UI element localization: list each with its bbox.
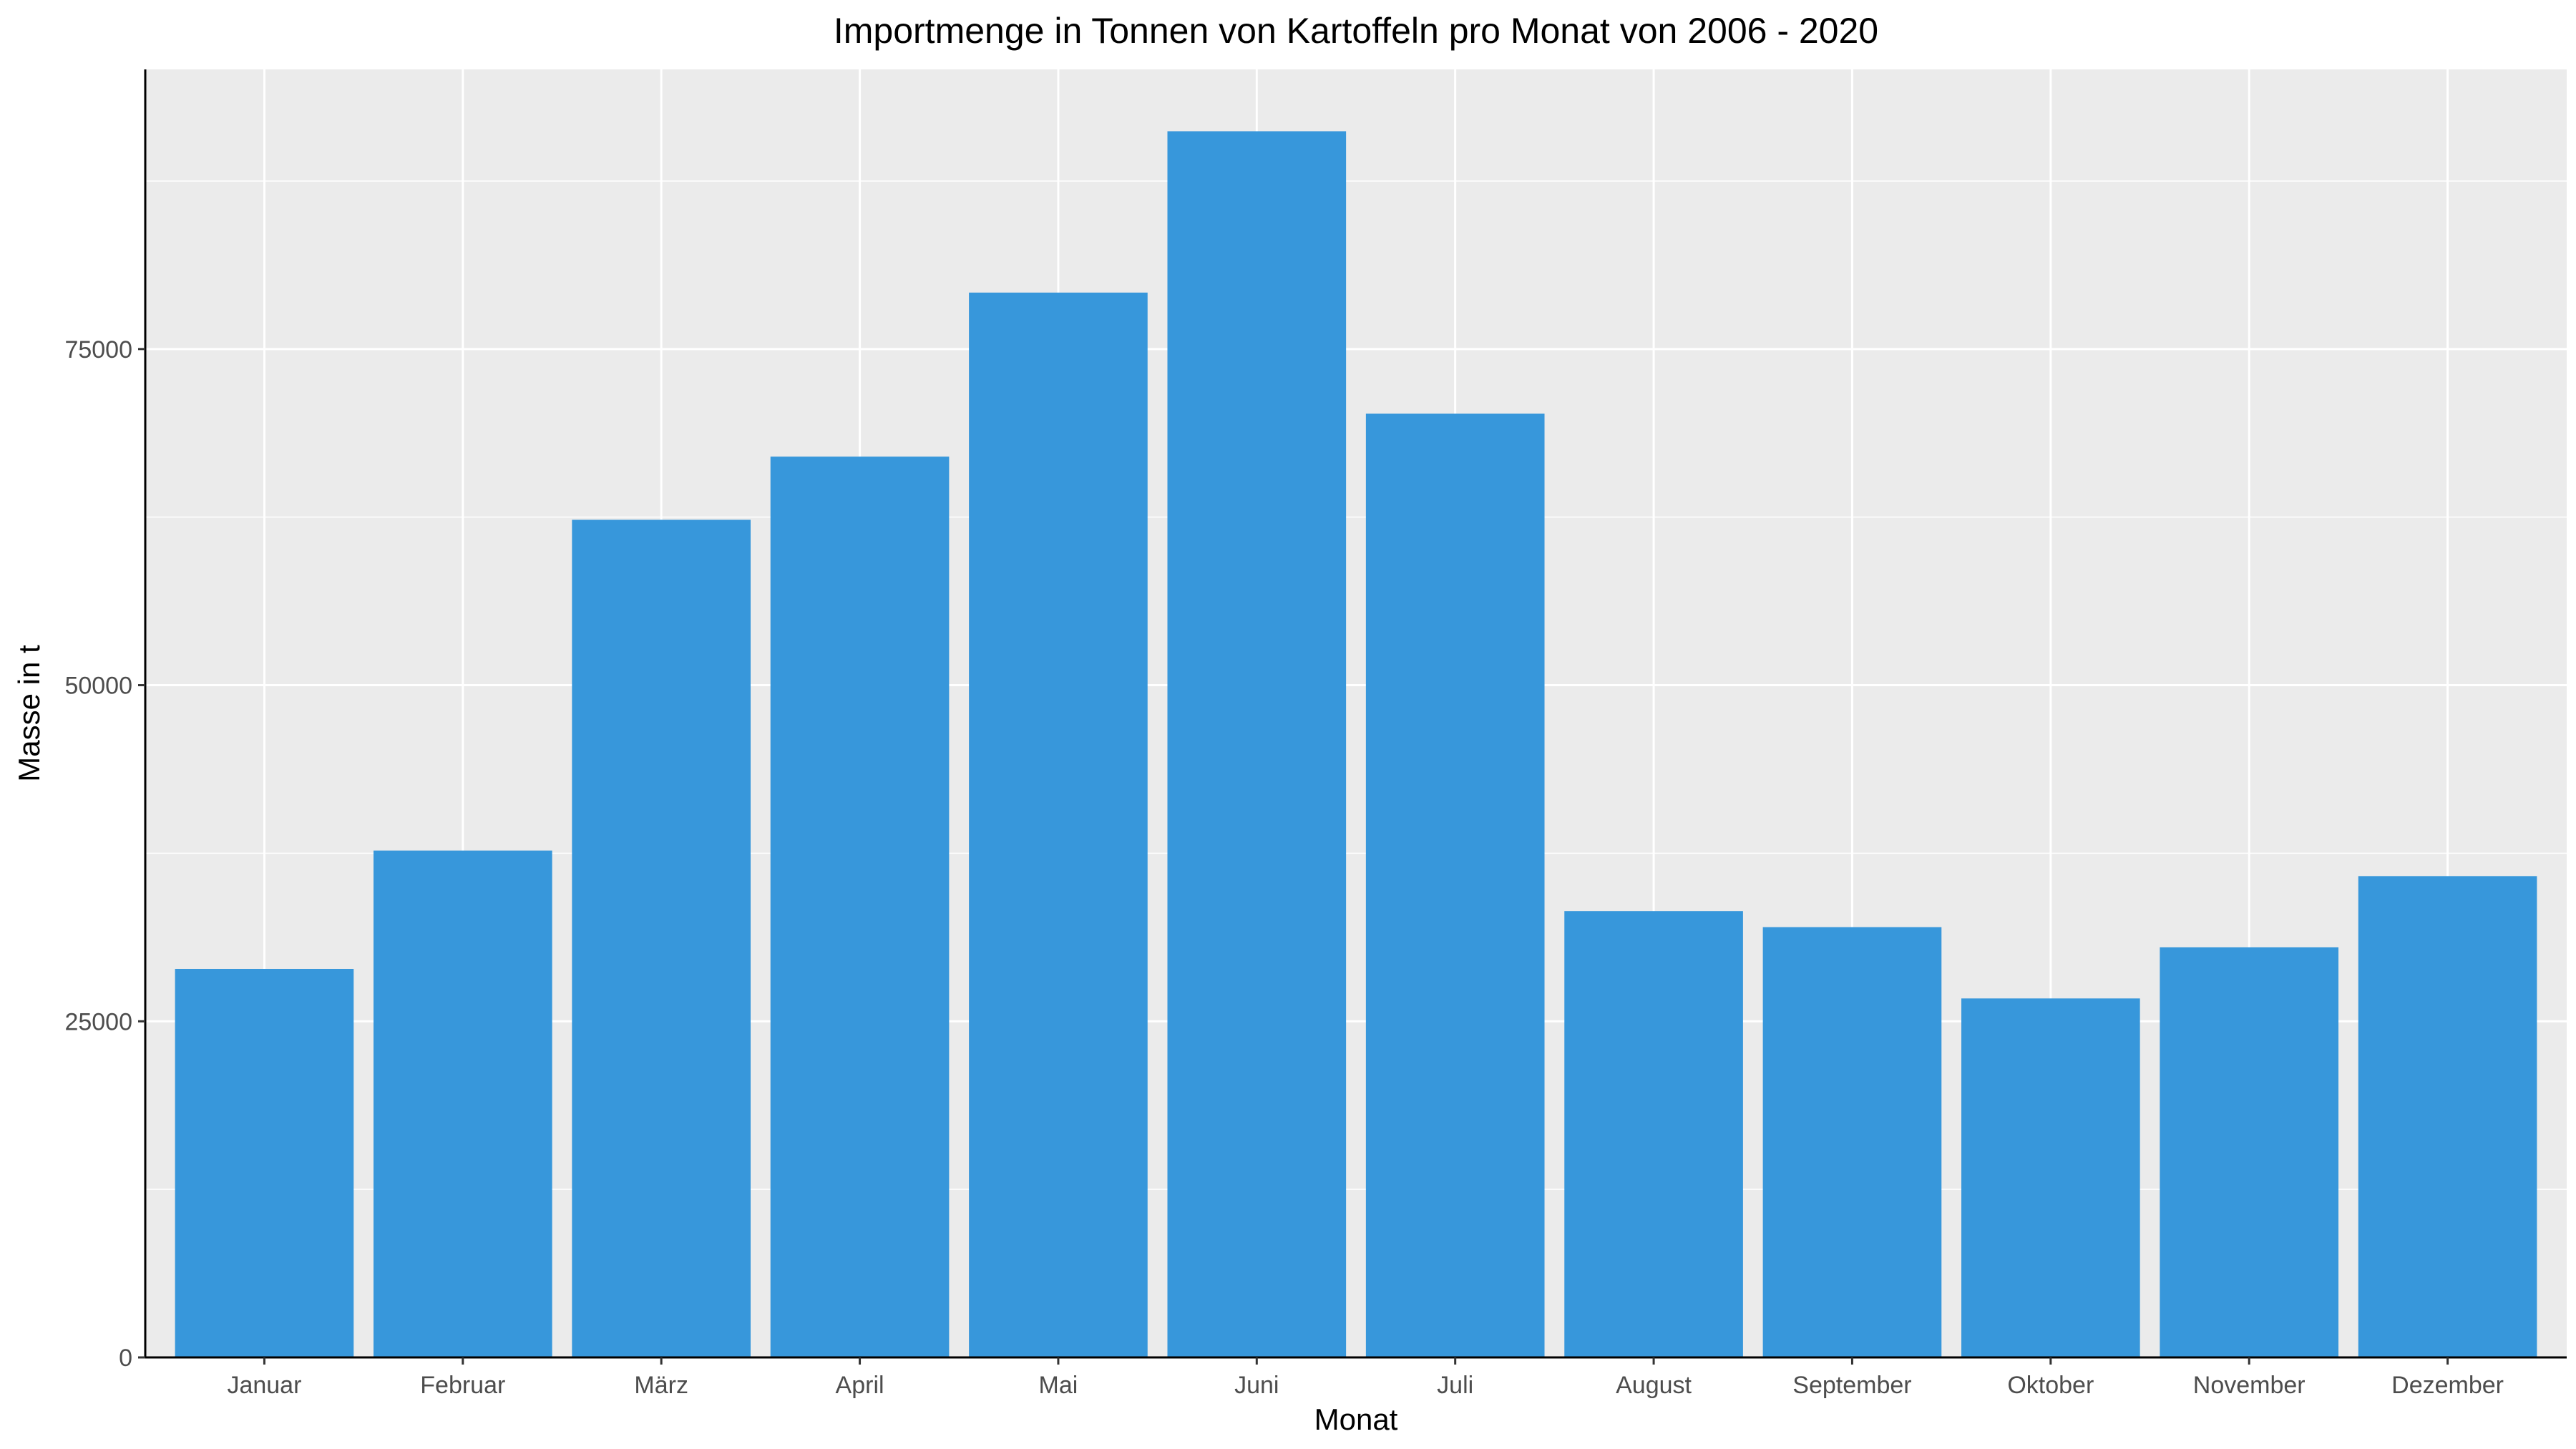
x-tick-label: Juli [1437,1372,1473,1399]
bar [2160,947,2339,1357]
bar [1365,414,1545,1357]
x-tick-label: Mai [1039,1372,1078,1399]
bar [1167,131,1347,1358]
x-tick-label: Januar [227,1372,301,1399]
bar [1564,911,1743,1357]
x-tick-label: Dezember [2391,1372,2504,1399]
y-tick-label: 50000 [64,673,132,700]
y-tick-label: 75000 [64,336,132,364]
x-tick-label: August [1616,1372,1692,1399]
x-tick-label: September [1792,1372,1911,1399]
bar [1961,998,2140,1357]
x-tick-label: November [2193,1372,2306,1399]
x-tick-label: Oktober [2007,1372,2094,1399]
y-tick-label: 25000 [64,1008,132,1035]
x-tick-label: März [634,1372,688,1399]
bars [175,131,2537,1358]
bar [770,457,950,1357]
x-tick-label: Juni [1234,1372,1279,1399]
bar [175,968,354,1357]
bar [572,519,751,1358]
y-axis-title: Masse in t [12,645,46,782]
y-tick-label: 0 [119,1345,132,1372]
bar [969,292,1148,1357]
bar [2358,876,2537,1357]
x-tick-label: Februar [420,1372,505,1399]
y-ticks: 0 25000 50000 75000 [64,336,145,1372]
x-tick-label: April [836,1372,884,1399]
bar [373,850,552,1357]
x-axis-title: Monat [1314,1402,1398,1436]
chart-title: Importmenge in Tonnen von Kartoffeln pro… [834,11,1878,51]
bar [1762,927,1942,1357]
x-ticks: Januar Februar März April Mai Juni Juli August S… [227,1357,2504,1399]
